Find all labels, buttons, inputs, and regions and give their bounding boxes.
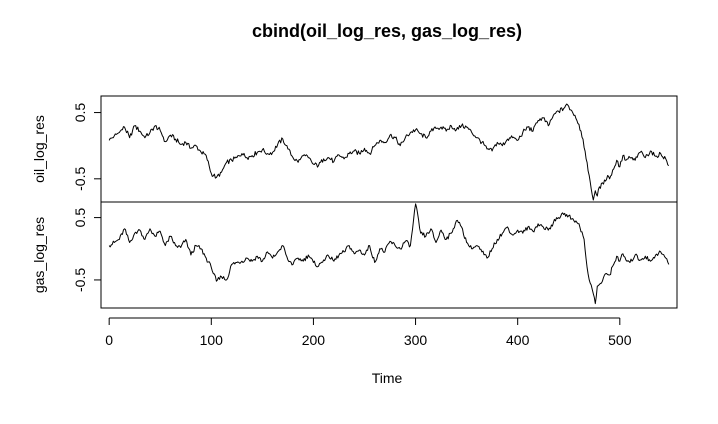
x-tick-label: 200 — [302, 332, 326, 348]
gas-log-res-line — [108, 203, 670, 305]
x-tick-label: 100 — [200, 332, 224, 348]
chart-title: cbind(oil_log_res, gas_log_res) — [252, 21, 522, 41]
oil-y-tick-label: 0.5 — [72, 103, 88, 123]
x-tick-label: 500 — [608, 332, 632, 348]
gas-panel-frame — [100, 201, 678, 309]
gas-y-tick-label: -0.5 — [72, 268, 88, 292]
gas-y-axis-label: gas_log_res — [31, 217, 47, 293]
gas-y-axis: 0.5 -0.5 — [72, 208, 101, 292]
x-tick-label: 0 — [105, 332, 113, 348]
oil-y-tick-label: -0.5 — [72, 167, 88, 191]
gas-y-tick-label: 0.5 — [72, 208, 88, 228]
x-axis-label: Time — [372, 370, 403, 386]
oil-y-axis: 0.5 -0.5 — [72, 103, 101, 191]
x-tick-label: 400 — [506, 332, 530, 348]
x-axis: 0 100 200 300 400 500 — [105, 317, 632, 348]
oil-y-axis-label: oil_log_res — [31, 115, 47, 183]
x-tick-label: 300 — [404, 332, 428, 348]
oil-log-res-line — [108, 103, 670, 201]
